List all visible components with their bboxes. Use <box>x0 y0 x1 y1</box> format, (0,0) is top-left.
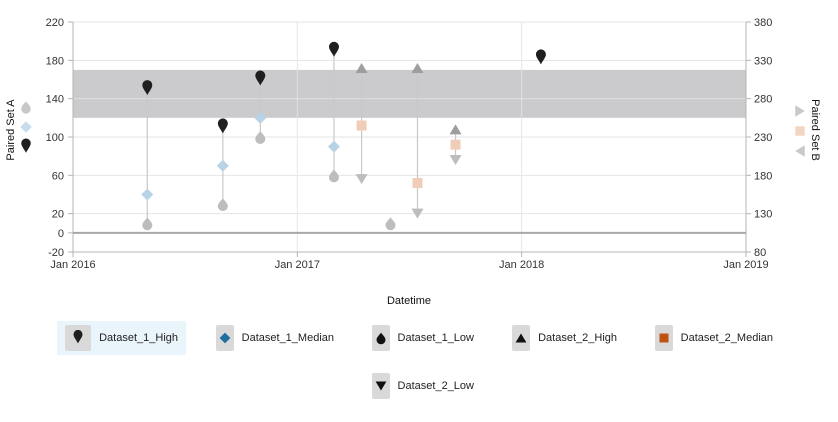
x-tick-label: Jan 2017 <box>275 259 320 271</box>
axis-right-marker-triangle-left <box>795 145 805 157</box>
point-dataset-1-high <box>142 80 153 96</box>
point-dataset-2-high <box>355 63 368 73</box>
axis-series-markers <box>20 101 805 157</box>
x-axis-title: Datetime <box>387 295 431 307</box>
x-tick-label: Jan 2018 <box>499 259 544 271</box>
x-tick-label: Jan 2016 <box>50 259 95 271</box>
legend-label: Dataset_1_Median <box>241 332 334 344</box>
y-left-tick-label: 60 <box>52 170 64 182</box>
point-dataset-2-low <box>355 174 368 185</box>
point-dataset-1-median <box>327 140 340 153</box>
legend-swatch <box>655 325 673 351</box>
range-lines <box>146 50 457 224</box>
y-left-tick-label: 100 <box>46 132 64 144</box>
point-dataset-1-high <box>255 70 266 86</box>
y-left-tick-label: -20 <box>48 247 64 259</box>
band-rect <box>73 69 746 118</box>
diamond-icon-shape <box>219 332 231 344</box>
data-marks <box>141 41 546 231</box>
legend-swatch <box>372 373 390 399</box>
legend-swatch <box>216 325 234 351</box>
legend-item-dataset-2-median[interactable]: Dataset_2_Median <box>647 321 781 355</box>
y-left-tick-label: 0 <box>58 228 64 240</box>
point-dataset-2-median <box>450 139 461 150</box>
point-dataset-1-low <box>255 131 266 144</box>
point-dataset-1-low <box>217 198 228 212</box>
point-dataset-1-median <box>141 188 154 201</box>
y-right-tick-label: 180 <box>754 170 772 182</box>
y-axis-right-title: Paired Set B <box>809 99 821 161</box>
point-dataset-1-low <box>142 217 153 231</box>
grid <box>72 21 747 253</box>
y-right-tick-label: 80 <box>754 247 766 259</box>
axis-right-marker-square <box>795 126 805 136</box>
point-dataset-1-low <box>385 217 396 231</box>
legend-swatch <box>512 325 531 351</box>
triangle-up-icon-shape <box>515 333 527 343</box>
point-dataset-2-median <box>356 120 367 131</box>
legend-label: Dataset_1_Low <box>397 332 474 344</box>
chart-canvas: -20 0 20 60 100 140 180 220 80 130 180 230 280 330 380… <box>5 17 821 307</box>
axis-right-marker-triangle-right <box>795 105 805 117</box>
axis-left-marker-drop <box>21 101 31 114</box>
square-icon-shape <box>659 333 669 343</box>
point-dataset-1-median <box>216 159 229 172</box>
y-left-tick-label: 20 <box>52 209 64 221</box>
axis-left-marker-pin <box>21 138 31 153</box>
point-dataset-1-median <box>254 111 267 124</box>
y-right-tick-label: 330 <box>754 55 772 67</box>
legend-swatch <box>372 325 390 351</box>
y-left-tick-label: 180 <box>46 55 64 67</box>
pin-icon-shape <box>73 330 83 344</box>
pin-icon <box>73 330 83 344</box>
diamond-icon <box>219 332 231 344</box>
point-dataset-2-high <box>411 63 424 73</box>
triangle-down-icon <box>375 381 387 391</box>
legend-item-dataset-1-median[interactable]: Dataset_1_Median <box>208 321 342 355</box>
axis-left-marker-diamond <box>20 121 32 133</box>
legend-item-dataset-2-low[interactable]: Dataset_2_Low <box>364 369 482 403</box>
y-right-tick-label: 230 <box>754 132 772 144</box>
legend-item-dataset-1-high[interactable]: Dataset_1_High <box>57 321 186 355</box>
square-icon <box>659 333 669 343</box>
point-dataset-1-low <box>328 169 339 183</box>
drop-icon-shape <box>376 332 386 345</box>
legend-item-dataset-1-low[interactable]: Dataset_1_Low <box>364 321 482 355</box>
y-axis-left-title: Paired Set A <box>5 99 17 161</box>
highlight-band <box>73 69 746 118</box>
y-left-tick-label: 140 <box>46 94 64 106</box>
point-dataset-2-median <box>412 178 423 188</box>
legend-swatch <box>65 325 92 351</box>
y-right-tick-label: 130 <box>754 209 772 221</box>
point-dataset-1-high <box>535 49 546 65</box>
point-dataset-1-high <box>328 41 339 57</box>
legend-label: Dataset_2_Low <box>397 380 474 392</box>
point-dataset-2-low <box>411 208 424 219</box>
legend-label: Dataset_1_High <box>99 332 178 344</box>
axes: -20 0 20 60 100 140 180 220 80 130 180 230 280 330 380… <box>46 17 773 271</box>
y-left-tick-label: 220 <box>46 17 64 29</box>
y-right-tick-label: 280 <box>754 94 772 106</box>
point-dataset-2-high <box>449 124 462 135</box>
x-tick-label: Jan 2019 <box>723 259 768 271</box>
point-dataset-2-low <box>449 155 462 165</box>
triangle-up-icon <box>515 333 527 343</box>
legend-label: Dataset_2_Median <box>680 332 773 344</box>
y-right-tick-label: 380 <box>754 17 772 29</box>
legend-label: Dataset_2_High <box>538 332 617 344</box>
triangle-down-icon-shape <box>375 381 387 391</box>
point-dataset-1-high <box>217 118 228 134</box>
drop-icon <box>376 332 386 345</box>
legend-item-dataset-2-high[interactable]: Dataset_2_High <box>504 321 625 355</box>
